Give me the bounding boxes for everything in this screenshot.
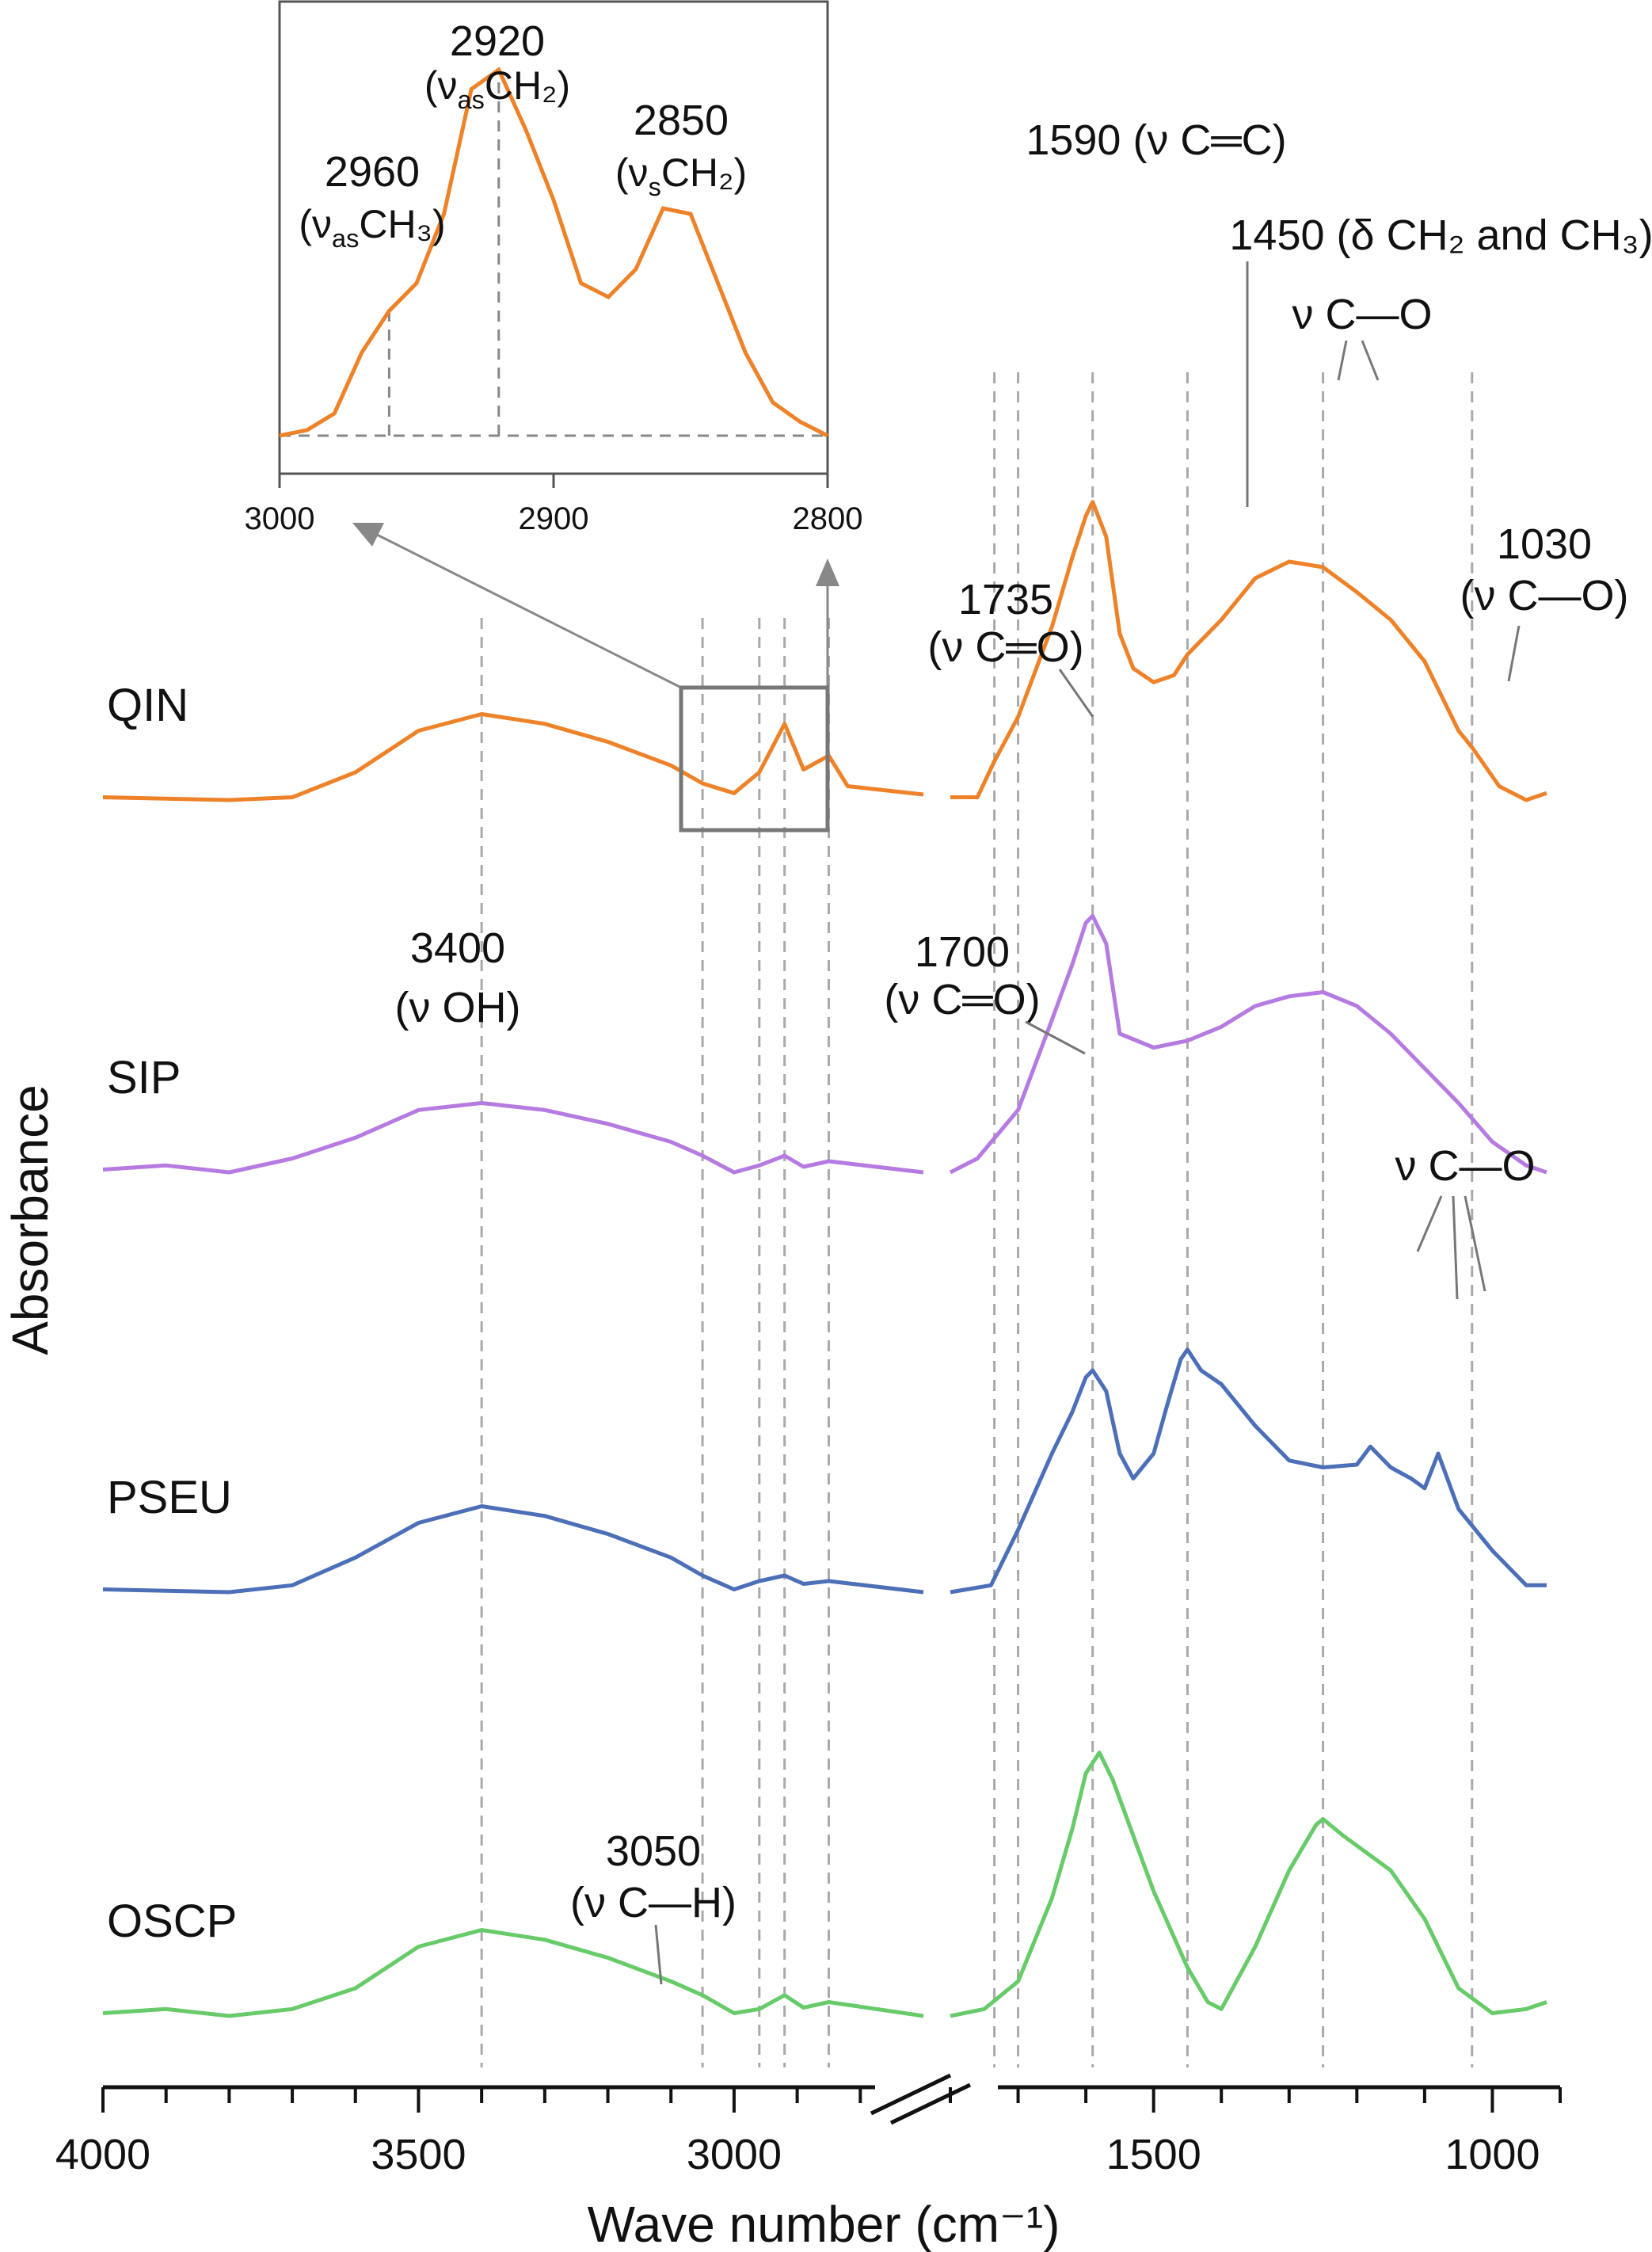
annotation-1450: 1450 (δ CH₂ and CH₃) — [1229, 211, 1652, 259]
series-label-oscp: OSCP — [107, 1896, 237, 1947]
series-pseu-right — [950, 1347, 1547, 1595]
series-label-pseu: PSEU — [107, 1472, 232, 1523]
series-qin-left — [102, 712, 924, 802]
axis-break-mark-1 — [870, 2073, 952, 2116]
inset-frame — [278, 0, 829, 475]
inset-annotation-2920: 2920 — [450, 17, 545, 65]
annotation-1735: 1735 — [958, 576, 1053, 623]
inset-annotation-2850-sub: (νsCH₂) — [615, 151, 747, 201]
zoom-arrow-right — [816, 558, 839, 586]
x-axis-label: Wave number (cm⁻¹) — [588, 2196, 1060, 2252]
series-label-sip: SIP — [107, 1052, 181, 1103]
annotations: 3400(ν OH)3050(ν C—H)1735(ν C═O)1700(ν C… — [395, 116, 1652, 1985]
zoom-line-left — [371, 531, 682, 689]
series-oscp-right — [950, 1751, 1547, 2018]
annotation-1030-sub: (ν C—O) — [1460, 572, 1629, 619]
series-qin-right — [950, 500, 1547, 802]
x-axis: 4000 3500 3000 1500 1000 — [55, 2073, 1562, 2178]
leader-line-1 — [1025, 1020, 1086, 1055]
zoom-box — [679, 685, 830, 833]
series-label-qin: QIN — [107, 680, 188, 731]
series-group: QIN SIP PSEU OSCP — [102, 500, 1547, 2018]
annotation-3050-sub: (ν C—H) — [570, 1879, 737, 1926]
inset-tick-label-2800: 2800 — [793, 501, 863, 536]
inset-panel: 3000 2900 2800 2920(νasCH₂) 2850 (νsCH₂) 2960 (… — [245, 0, 863, 833]
annotation-3400-sub: (ν OH) — [395, 984, 521, 1031]
zoom-arrow-left — [352, 523, 384, 547]
x-tick-label-1000: 1000 — [1445, 2131, 1540, 2178]
y-axis-label: Absorbance — [2, 1084, 59, 1355]
inset-series-qin — [279, 67, 829, 438]
series-sip-right — [949, 913, 1547, 1175]
leader-line-7 — [1416, 1195, 1443, 1252]
inset-annotation-2850: 2850 — [634, 97, 729, 144]
axis-break-mark-2 — [889, 2082, 972, 2125]
annotation-1180: ν C—O — [1395, 1142, 1535, 1190]
leader-line-0 — [1058, 669, 1094, 718]
inset-tick-label-2900: 2900 — [519, 501, 589, 536]
leader-line-8 — [1452, 1195, 1459, 1300]
inset-tick-label-3000: 3000 — [245, 501, 315, 536]
x-tick-label-3500: 3500 — [371, 2131, 466, 2178]
series-oscp-left — [102, 1928, 924, 2018]
leader-line-5 — [1507, 625, 1521, 682]
inset-annotation-2920-sub: (νasCH₂) — [424, 63, 570, 114]
series-pseu-left — [102, 1504, 924, 1595]
annotation-3050: 3050 — [606, 1827, 701, 1875]
x-tick-label-1500: 1500 — [1106, 2131, 1201, 2178]
reference-lines — [480, 372, 1474, 2067]
series-sip-left — [102, 1101, 924, 1175]
leader-line-4 — [1361, 340, 1380, 381]
annotation-1700-sub: (ν C═O) — [884, 976, 1040, 1023]
inset-annotation-2960: 2960 — [325, 148, 420, 196]
annotation-1590: 1590 (ν C═C) — [1026, 116, 1286, 164]
x-tick-label-4000: 4000 — [55, 2131, 150, 2178]
annotation-3400: 3400 — [410, 924, 505, 972]
annotation-1250: ν C—O — [1292, 291, 1432, 338]
leader-line-9 — [1464, 1195, 1486, 1292]
x-tick-label-3000: 3000 — [687, 2131, 782, 2178]
annotation-1700: 1700 — [915, 928, 1010, 976]
annotation-1030: 1030 — [1497, 520, 1592, 568]
leader-line-6 — [654, 1924, 663, 1985]
inset-annotation-2960-sub: (νasCH₃) — [299, 202, 445, 253]
leader-line-3 — [1337, 340, 1348, 381]
annotation-1735-sub: (ν C═O) — [927, 623, 1083, 671]
